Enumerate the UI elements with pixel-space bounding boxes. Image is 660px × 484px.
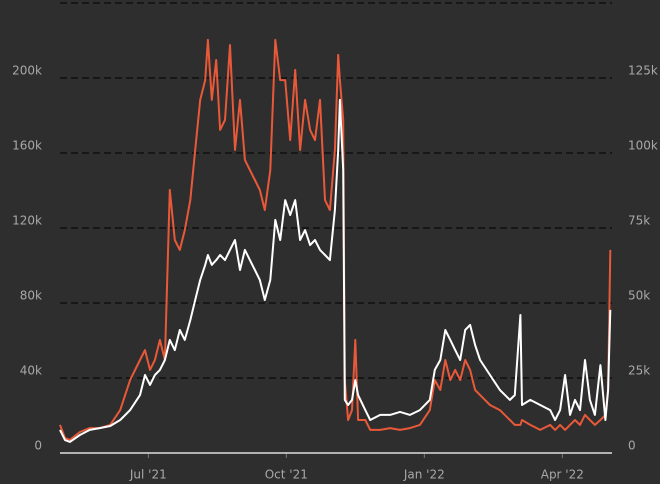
y2-tick-label: 25k (628, 364, 650, 378)
y-tick-label: 160k (12, 139, 42, 153)
y-tick-label: 200k (12, 64, 42, 78)
x-tick-label: Jul '21 (129, 468, 167, 482)
y2-tick-label: 50k (628, 289, 650, 303)
x-tick-label: Apr '22 (541, 468, 584, 482)
y2-tick-label: 0 (628, 439, 636, 453)
y-tick-label: 120k (12, 214, 42, 228)
series-line (59, 38, 612, 441)
x-tick-label: Oct '21 (265, 468, 308, 482)
series-line (59, 98, 612, 443)
y-tick-label: 80k (20, 289, 42, 303)
x-tick-label: Jan '22 (403, 468, 445, 482)
y2-tick-label: 100k (628, 139, 658, 153)
y2-tick-label: 125k (628, 64, 658, 78)
y2-tick-label: 75k (628, 214, 650, 228)
y-tick-label: 40k (20, 364, 42, 378)
y-tick-label: 0 (34, 439, 42, 453)
